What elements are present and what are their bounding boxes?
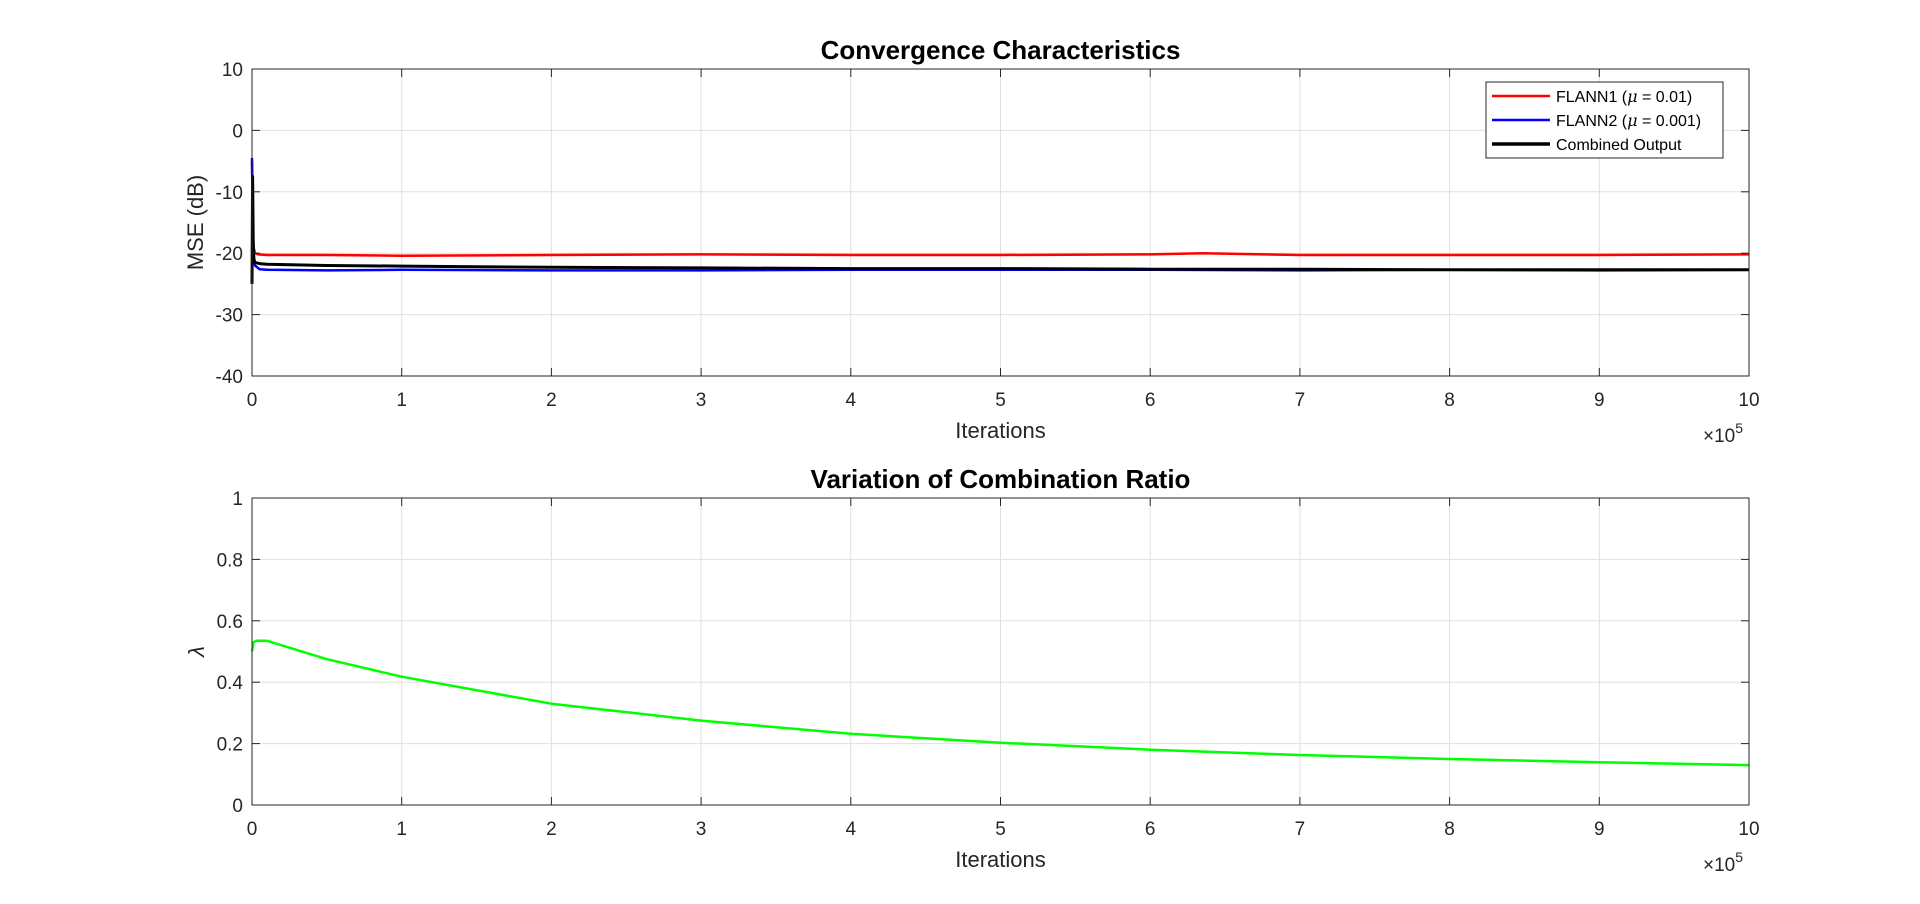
bottom-ytick-label-3: 0.6 (217, 612, 243, 633)
bottom-xtick-label-1: 1 (396, 819, 407, 840)
top-xtick-label-0: 0 (247, 390, 258, 411)
top-xtick-label-6: 6 (1145, 390, 1156, 411)
bottom-xtick-label-4: 4 (846, 819, 857, 840)
bottom-xtick-label-2: 2 (546, 819, 557, 840)
top-x-multiplier: ×105 (1703, 420, 1743, 447)
top-xtick-label-5: 5 (995, 390, 1006, 411)
top-ytick-label-1: -30 (216, 306, 243, 327)
top-xtick-label-4: 4 (846, 390, 857, 411)
top-chart-title: Convergence Characteristics (821, 35, 1181, 65)
bottom-xtick-label-3: 3 (696, 819, 707, 840)
bottom-ytick-label-4: 0.8 (217, 550, 243, 571)
bottom-y-axis-label: λ (184, 646, 209, 658)
bottom-ytick-label-5: 1 (232, 489, 243, 510)
legend-label-1: FLANN2 (μ = 0.001) (1556, 111, 1701, 130)
bottom-x-multiplier: ×105 (1703, 849, 1743, 876)
top-ytick-label-2: -20 (216, 244, 243, 265)
bottom-ytick-label-1: 0.2 (217, 735, 243, 756)
top-xtick-label-1: 1 (396, 390, 407, 411)
bottom-xtick-label-7: 7 (1295, 819, 1306, 840)
bottom-ytick-label-0: 0 (232, 796, 243, 817)
bottom-xtick-label-10: 10 (1738, 819, 1759, 840)
top-ytick-label-4: 0 (232, 121, 243, 142)
bottom-x-axis-label: Iterations (955, 847, 1046, 872)
bottom-xtick-label-9: 9 (1594, 819, 1605, 840)
bottom-xtick-label-8: 8 (1444, 819, 1455, 840)
bottom-ytick-label-2: 0.4 (217, 673, 244, 694)
top-xtick-label-8: 8 (1444, 390, 1455, 411)
top-ytick-label-0: -40 (216, 367, 243, 388)
top-xtick-label-10: 10 (1738, 390, 1759, 411)
bottom-chart-title: Variation of Combination Ratio (811, 464, 1191, 494)
top-series-line-2 (250, 174, 1749, 284)
top-ytick-label-5: 10 (222, 60, 243, 81)
bottom-xtick-label-5: 5 (995, 819, 1006, 840)
top-x-axis-label: Iterations (955, 418, 1046, 443)
top-xtick-label-2: 2 (546, 390, 557, 411)
legend-label-0: FLANN1 (μ = 0.01) (1556, 87, 1692, 106)
bottom-series-line-0 (250, 639, 1750, 767)
top-xtick-label-9: 9 (1594, 390, 1605, 411)
legend-label-2: Combined Output (1556, 137, 1682, 154)
top-xtick-label-7: 7 (1295, 390, 1306, 411)
top-ytick-label-3: -10 (216, 183, 243, 204)
top-y-axis-label: MSE (dB) (183, 175, 208, 270)
bottom-xtick-label-0: 0 (247, 819, 258, 840)
top-xtick-label-3: 3 (696, 390, 707, 411)
bottom-xtick-label-6: 6 (1145, 819, 1156, 840)
